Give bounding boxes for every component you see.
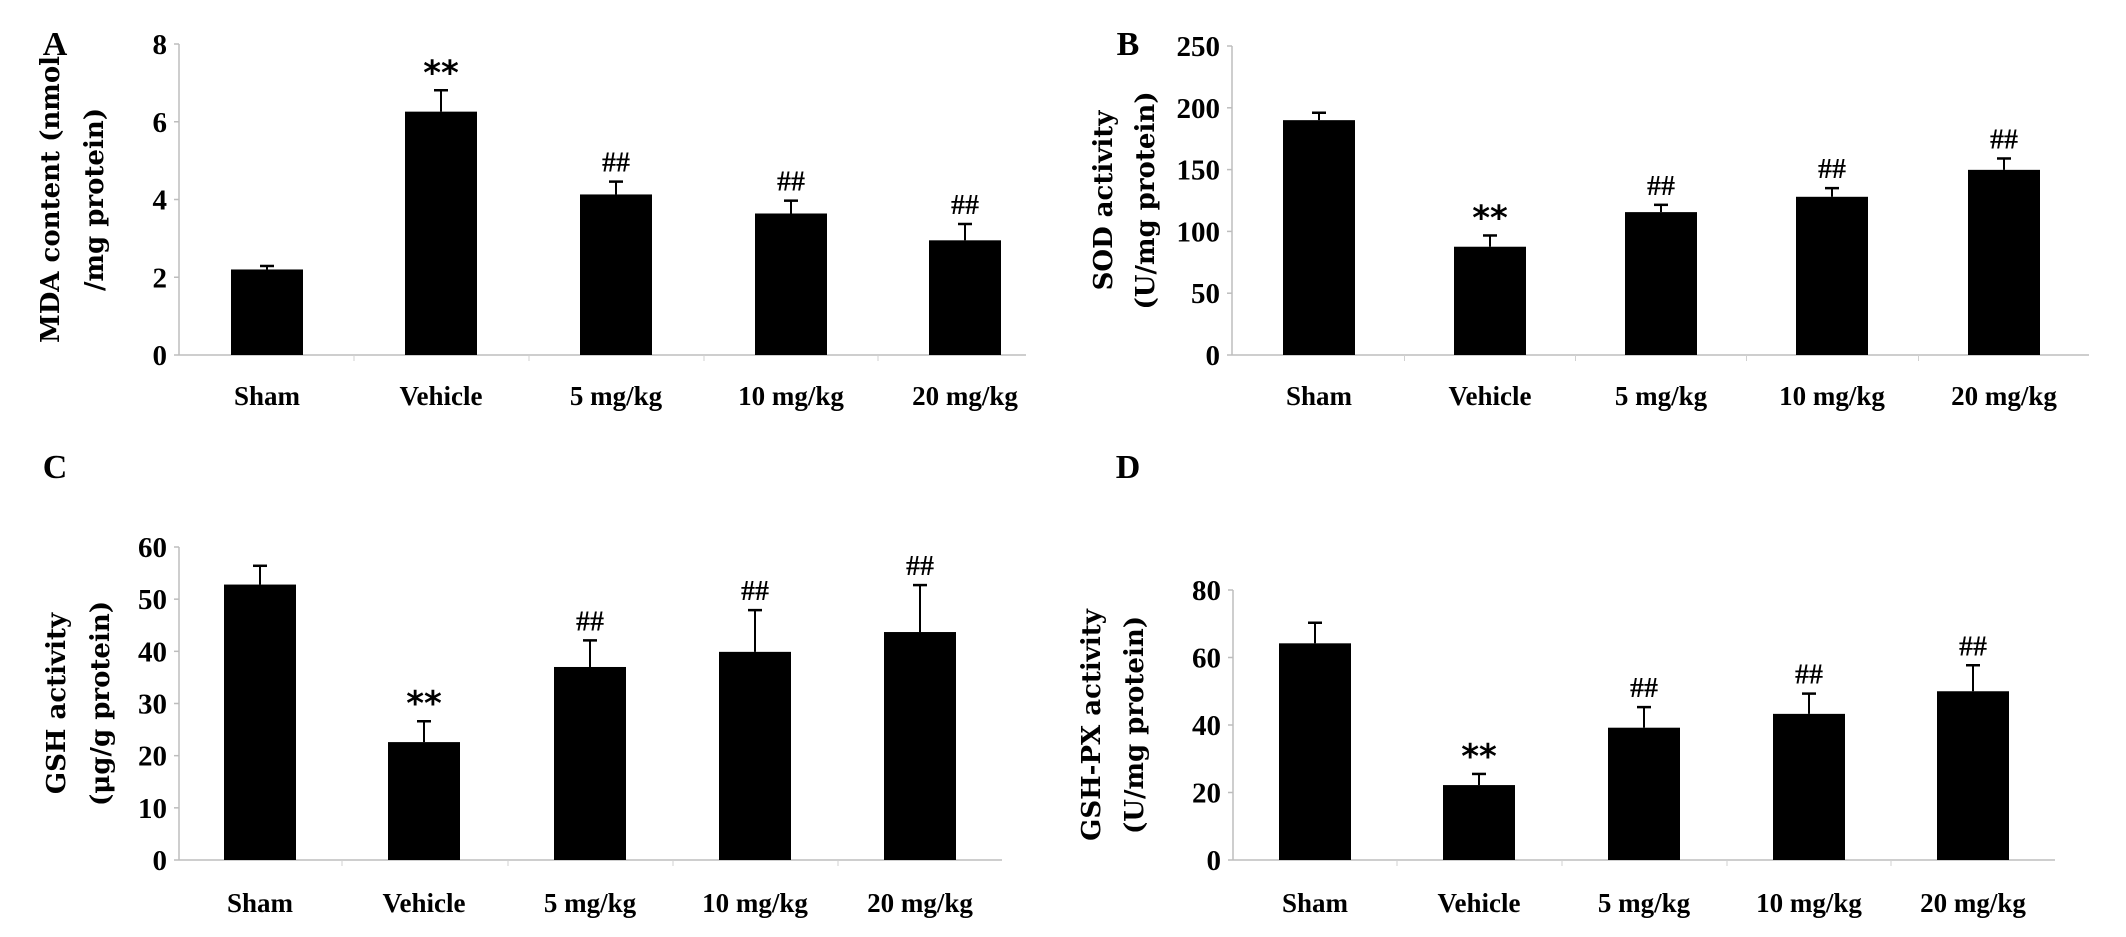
- x-category-label: Sham: [227, 888, 294, 918]
- significance-hashes: ##: [1959, 631, 1987, 662]
- bar-10-mg-kg: [755, 213, 827, 355]
- bar-vehicle: [1443, 785, 1515, 860]
- y-axis-label: (U/mg protein): [1120, 616, 1150, 834]
- bar-5-mg-kg: [1608, 727, 1680, 860]
- bar-20-mg-kg: [1937, 691, 2009, 860]
- bar-20-mg-kg: [884, 632, 956, 860]
- x-category-label: 20 mg/kg: [1951, 381, 2057, 411]
- x-category-label: 20 mg/kg: [1920, 888, 2026, 918]
- bar-sham: [224, 584, 296, 860]
- bar-5-mg-kg: [1625, 212, 1697, 355]
- significance-hashes: ##: [576, 606, 604, 637]
- y-tick-label: 0: [153, 845, 168, 877]
- panel-letter: B: [1117, 26, 1140, 63]
- y-axis-label: (μg/g protein): [86, 601, 116, 806]
- significance-hashes: ##: [1630, 673, 1658, 704]
- significance-stars: **: [423, 53, 459, 93]
- y-tick-label: 40: [1192, 710, 1221, 742]
- y-tick-label: 250: [1177, 31, 1221, 63]
- x-category-label: 20 mg/kg: [912, 381, 1018, 411]
- bar-10-mg-kg: [1773, 713, 1845, 860]
- significance-hashes: ##: [906, 551, 934, 582]
- y-tick-label: 200: [1177, 93, 1221, 125]
- bar-10-mg-kg: [719, 651, 791, 860]
- y-axis-label: /mg protein): [80, 108, 110, 291]
- significance-stars: **: [1461, 737, 1497, 777]
- y-axis-label: (U/mg protein): [1131, 91, 1161, 309]
- y-tick-label: 8: [153, 29, 168, 61]
- x-category-label: Vehicle: [1438, 888, 1521, 918]
- y-tick-label: 20: [138, 741, 167, 773]
- significance-stars: **: [1472, 198, 1508, 238]
- bar-10-mg-kg: [1796, 196, 1868, 355]
- x-category-label: 10 mg/kg: [702, 888, 808, 918]
- x-category-label: 10 mg/kg: [1756, 888, 1862, 918]
- y-tick-label: 40: [138, 636, 167, 668]
- x-category-label: 5 mg/kg: [1598, 888, 1691, 918]
- significance-hashes: ##: [1795, 660, 1823, 691]
- bar-sham: [231, 269, 303, 355]
- bar-vehicle: [388, 742, 460, 860]
- bar-5-mg-kg: [554, 666, 626, 860]
- y-axis-label: GSH activity: [42, 612, 72, 794]
- x-category-label: Vehicle: [383, 888, 466, 918]
- y-tick-label: 20: [1192, 778, 1221, 810]
- y-tick-label: 60: [1192, 643, 1221, 675]
- x-category-label: 5 mg/kg: [544, 888, 637, 918]
- y-axis-label: MDA content (nmol: [36, 56, 66, 343]
- significance-stars: **: [406, 684, 442, 724]
- x-category-label: 10 mg/kg: [1779, 381, 1885, 411]
- significance-hashes: ##: [741, 576, 769, 607]
- y-axis-label: GSH-PX activity: [1077, 608, 1107, 841]
- y-tick-label: 60: [138, 532, 167, 564]
- bar-sham: [1283, 120, 1355, 355]
- panel-b: B SOD activity (U/mg protein) 0 50 100 150 200 2…: [1089, 26, 2089, 411]
- y-tick-label: 50: [138, 584, 167, 616]
- y-tick-label: 2: [153, 262, 168, 294]
- x-category-label: Vehicle: [400, 381, 483, 411]
- panel-letter: D: [1116, 449, 1141, 486]
- bar-vehicle: [405, 111, 477, 355]
- bar-20-mg-kg: [929, 240, 1001, 355]
- x-category-label: 10 mg/kg: [738, 381, 844, 411]
- y-tick-label: 6: [153, 107, 168, 139]
- significance-hashes: ##: [1647, 171, 1675, 202]
- significance-hashes: ##: [1818, 154, 1846, 185]
- x-category-label: 20 mg/kg: [867, 888, 973, 918]
- significance-hashes: ##: [1990, 124, 2018, 155]
- y-tick-label: 50: [1191, 278, 1220, 310]
- x-category-label: Sham: [1286, 381, 1353, 411]
- x-category-label: 5 mg/kg: [1615, 381, 1708, 411]
- panel-c: C GSH activity (μg/g protein) 0 10 20 30 40 50 60…: [42, 449, 1002, 918]
- y-tick-label: 0: [1206, 340, 1221, 372]
- y-tick-label: 10: [138, 793, 167, 825]
- significance-hashes: ##: [951, 190, 979, 221]
- bar-vehicle: [1454, 246, 1526, 355]
- y-tick-label: 80: [1192, 575, 1221, 607]
- significance-hashes: ##: [602, 148, 630, 179]
- panel-letter: C: [43, 449, 68, 486]
- y-tick-label: 30: [138, 689, 167, 721]
- panel-letter: A: [43, 26, 68, 63]
- bar-sham: [1279, 643, 1351, 860]
- significance-hashes: ##: [777, 167, 805, 198]
- y-tick-label: 150: [1177, 155, 1221, 187]
- bar-5-mg-kg: [580, 194, 652, 355]
- bar-20-mg-kg: [1968, 169, 2040, 355]
- x-category-label: Vehicle: [1449, 381, 1532, 411]
- y-axis-label: SOD activity: [1089, 110, 1119, 291]
- x-category-label: Sham: [1282, 888, 1349, 918]
- x-category-label: Sham: [234, 381, 301, 411]
- y-tick-label: 4: [153, 185, 168, 217]
- y-tick-label: 0: [1207, 845, 1222, 877]
- panel-d: D GSH-PX activity (U/mg protein) 0 20 40 60 80 S…: [1077, 449, 2055, 918]
- x-category-label: 5 mg/kg: [570, 381, 663, 411]
- y-tick-label: 100: [1177, 216, 1221, 248]
- y-tick-label: 0: [153, 340, 168, 372]
